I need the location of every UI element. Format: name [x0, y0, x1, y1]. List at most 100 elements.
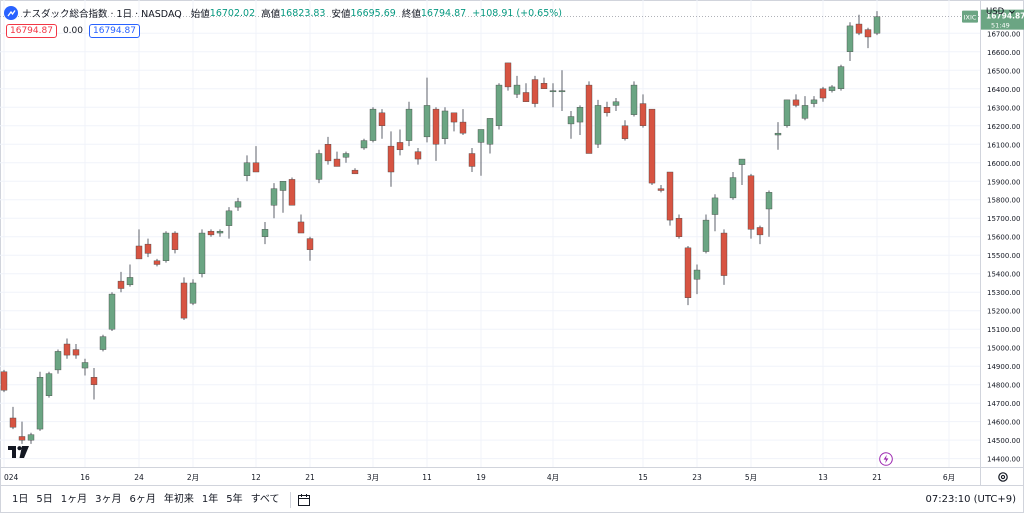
- price-tick-label: 16400.00: [987, 86, 1020, 94]
- chart-pane[interactable]: IXIC: [0, 0, 980, 467]
- candle: [675, 214, 683, 239]
- candle-body-down: [756, 227, 764, 236]
- range-button[interactable]: 1ヶ月: [60, 493, 88, 505]
- candle-body-up: [360, 140, 368, 149]
- candle: [738, 158, 746, 185]
- candle: [864, 27, 872, 49]
- candle: [306, 236, 314, 261]
- range-button[interactable]: 5年: [226, 493, 243, 505]
- candle-body-up: [270, 188, 278, 206]
- candlestick-chart[interactable]: IXIC: [0, 0, 980, 467]
- candle-body-up: [126, 277, 134, 286]
- symbol-tag-bg: [962, 10, 978, 23]
- bar-countdown: 51:49: [991, 22, 1010, 30]
- candle: [27, 432, 35, 444]
- currency-label: USD: [986, 7, 1005, 17]
- candle: [279, 181, 287, 213]
- price-axis[interactable]: 14400.00 14500.00 14600.00 14700.00 14800.00…: [980, 0, 1024, 467]
- symbol-tag: IXIC: [962, 10, 978, 23]
- date-range-icon[interactable]: [297, 493, 311, 507]
- candle: [522, 83, 530, 102]
- price-tick-label: 16300.00: [987, 104, 1020, 112]
- spread-value: 0.00: [62, 26, 83, 36]
- order-pills: 16794.87 0.00 16794.87: [6, 24, 140, 38]
- candle-body-down: [621, 125, 629, 139]
- candle: [684, 245, 692, 306]
- candle: [720, 229, 728, 285]
- bottom-toolbar: 1日 5日 1ヶ月 3ヶ月 6ヶ月 年初来 1年 5年 すべて 07:23:10 (UTC+9): [0, 485, 1024, 513]
- candle: [135, 229, 143, 260]
- candle-body-down: [378, 112, 386, 126]
- candle-body-down: [792, 99, 800, 106]
- symbol-title[interactable]: ナスダック総合指数 · 1日 · NASDAQ: [22, 9, 182, 20]
- candle: [576, 105, 584, 136]
- candle-body-up: [99, 336, 107, 350]
- axis-corner: [980, 467, 1024, 485]
- time-tick-label: 3月: [367, 473, 379, 482]
- gear-icon[interactable]: [997, 471, 1009, 483]
- candle: [36, 371, 44, 431]
- time-axis-labels: 024 16 24 2月 12 21 3月 11 19 4月 15 23 5月 13 21 6月: [4, 473, 955, 482]
- time-tick-label: 24: [134, 473, 144, 482]
- lightning-icon[interactable]: [879, 452, 893, 466]
- range-button[interactable]: 6ヶ月: [129, 493, 156, 505]
- candle: [765, 190, 773, 237]
- price-tick-label: 15700.00: [987, 215, 1020, 223]
- candle-body-down: [747, 175, 755, 230]
- candle: [378, 109, 386, 139]
- range-button[interactable]: 1年: [201, 493, 219, 505]
- range-button[interactable]: 年初来: [163, 493, 194, 505]
- candle: [324, 136, 332, 165]
- candle: [369, 107, 377, 143]
- candle: [54, 349, 62, 374]
- grid-lines: [0, 0, 980, 467]
- candle-body-down: [414, 151, 422, 160]
- candle: [99, 334, 107, 352]
- candle-body-down: [639, 103, 647, 126]
- range-button[interactable]: すべて: [250, 493, 280, 505]
- price-tick-label: 16700.00: [987, 30, 1020, 38]
- toolbar-divider: [289, 491, 291, 508]
- candle-body-up: [261, 229, 269, 237]
- time-axis[interactable]: 024 16 24 2月 12 21 3月 11 19 4月 15 23 5月 13 21 6月: [0, 467, 980, 485]
- candle: [288, 177, 296, 206]
- low-value: 16695.69: [350, 7, 396, 19]
- candle-body-down: [333, 158, 341, 167]
- time-tick-label: 2月: [187, 473, 199, 482]
- candle-body-up: [423, 105, 431, 138]
- candle: [468, 147, 476, 173]
- candle: [810, 96, 818, 108]
- candle: [459, 109, 467, 136]
- currency-selector[interactable]: USD: [984, 5, 1020, 19]
- price-axis-labels: 14400.00 14500.00 14600.00 14700.00 14800.00…: [981, 9, 1024, 464]
- buy-price-pill[interactable]: 16794.87: [89, 24, 140, 38]
- candle: [63, 338, 71, 359]
- candle-body-down: [648, 108, 656, 184]
- sell-price-pill[interactable]: 16794.87: [6, 24, 57, 38]
- clock-timezone[interactable]: 07:23:10 (UTC+9): [925, 494, 1016, 505]
- range-button[interactable]: 1日: [12, 493, 29, 505]
- range-button[interactable]: 5日: [36, 493, 53, 505]
- open-label: 始値: [190, 9, 210, 20]
- tradingview-logo-icon[interactable]: [8, 446, 30, 458]
- candle: [531, 75, 539, 108]
- candle-body-up: [630, 84, 638, 115]
- candle-body-up: [108, 293, 116, 330]
- candle-body-up: [738, 158, 746, 165]
- price-tick-label: 14400.00: [987, 456, 1020, 464]
- candle: [162, 231, 170, 263]
- candle: [819, 86, 827, 102]
- range-button[interactable]: 3ヶ月: [95, 493, 122, 505]
- candle: [396, 129, 404, 156]
- candle-body-up: [774, 132, 782, 136]
- price-tick-label: 14500.00: [987, 437, 1020, 445]
- candle-body-down: [675, 218, 683, 237]
- candle: [558, 70, 566, 111]
- candle: [495, 83, 503, 130]
- high-value: 16823.83: [280, 7, 326, 19]
- candle-body-down: [252, 162, 260, 173]
- candle-body-down: [288, 179, 296, 206]
- candle: [441, 107, 449, 145]
- price-tick-label: 16100.00: [987, 141, 1020, 149]
- candle: [837, 64, 845, 91]
